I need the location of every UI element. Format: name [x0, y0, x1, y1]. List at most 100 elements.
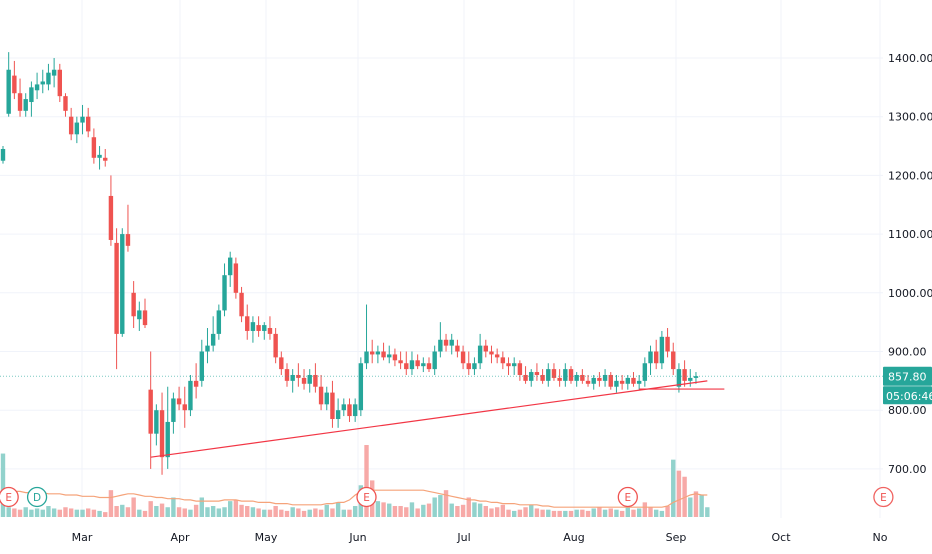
volume-bar	[546, 509, 551, 517]
candle	[574, 374, 579, 381]
volume-bar	[290, 507, 295, 517]
y-tick-label: 1200.00	[888, 169, 932, 182]
volume-bar	[443, 490, 449, 517]
candle	[256, 325, 261, 331]
volume-bar	[387, 503, 392, 517]
x-tick-label: Apr	[170, 531, 190, 544]
volume-bar	[506, 509, 511, 517]
volume-ma-line	[3, 489, 708, 508]
volume-bar	[267, 509, 273, 517]
volume-bar	[262, 509, 267, 517]
candle	[614, 380, 619, 387]
event-marker-label: D	[33, 492, 41, 504]
volume-bar	[426, 503, 432, 517]
volume-bar	[114, 506, 119, 517]
volume-bar	[551, 510, 557, 517]
x-tick-label: Jun	[348, 531, 366, 544]
candle	[608, 374, 613, 387]
candle	[239, 292, 244, 317]
dividend-marker-circle[interactable]	[26, 486, 48, 508]
volume-pane	[0, 445, 710, 517]
event-marker-label: E	[880, 492, 887, 504]
last-price-badge	[883, 366, 932, 386]
volume-bar	[619, 510, 625, 517]
candle	[387, 354, 392, 358]
candle	[313, 374, 318, 387]
volume-bar	[693, 491, 699, 517]
candles	[0, 52, 699, 475]
candle	[472, 363, 477, 370]
candle	[654, 351, 659, 364]
volume-bar	[574, 509, 579, 517]
volume-bar	[591, 508, 596, 517]
dividend-marker[interactable]: D	[26, 486, 48, 508]
volume-bar	[279, 509, 284, 517]
volume-bar	[165, 507, 170, 517]
volume-bar	[159, 503, 165, 517]
candle	[131, 292, 136, 317]
x-tick-label: Jul	[456, 531, 470, 544]
volume-bar	[148, 501, 153, 517]
candle	[284, 369, 290, 381]
volume-bar	[614, 509, 619, 517]
candle	[415, 360, 420, 367]
candle	[443, 339, 449, 346]
candle	[228, 257, 233, 276]
volume-bar	[40, 509, 45, 517]
candle	[108, 195, 114, 240]
countdown-badge	[883, 386, 932, 405]
volume-bar	[347, 509, 352, 517]
trendline[interactable]	[150, 380, 708, 458]
candle	[625, 377, 630, 384]
volume-bar	[335, 502, 341, 517]
volume-bar	[483, 506, 488, 517]
earnings-future-marker[interactable]: E	[873, 486, 894, 508]
earnings-future-marker-circle[interactable]	[873, 486, 894, 508]
candle	[517, 363, 523, 375]
candle	[23, 99, 28, 111]
volume-bar	[199, 497, 204, 517]
candle	[557, 377, 562, 381]
volume-bar	[239, 504, 244, 517]
volume-bar	[296, 508, 301, 517]
volume-bar	[432, 497, 437, 517]
candle	[171, 398, 176, 422]
volume-bar	[193, 504, 199, 517]
axes[interactable]: 700.00 800.00 900.00 1000.00 1100.00 1200.00 1…	[72, 52, 932, 544]
candle	[591, 377, 596, 384]
candle	[330, 392, 335, 420]
candle	[245, 316, 250, 331]
earnings-past-marker[interactable]: E	[356, 486, 377, 508]
candle	[182, 404, 187, 411]
candle	[335, 410, 341, 420]
earnings-past-marker-circle[interactable]	[356, 486, 377, 508]
earnings-past-marker-circle[interactable]	[0, 486, 19, 508]
volume-bar	[46, 506, 51, 517]
volume-bar	[12, 508, 17, 517]
volume-bar	[250, 507, 256, 517]
volume-bar	[17, 509, 23, 517]
earnings-past-marker[interactable]: E	[0, 486, 19, 508]
volume-bar	[182, 508, 187, 517]
earnings-past-marker-circle[interactable]	[617, 486, 638, 508]
volume-bar	[0, 453, 6, 517]
volume-bar	[91, 509, 97, 517]
volume-bar	[659, 510, 665, 517]
volume-bar	[381, 502, 386, 517]
volume-bar	[352, 506, 358, 517]
volume-bar	[585, 510, 591, 517]
volume-bar	[307, 509, 312, 517]
y-tick-label: 1000.00	[888, 287, 932, 300]
candle	[500, 357, 506, 364]
earnings-past-marker[interactable]: E	[617, 486, 638, 508]
candle	[51, 69, 57, 76]
candle	[137, 310, 142, 320]
drawings[interactable]	[0, 375, 883, 458]
candle	[273, 333, 278, 358]
volume-bar	[557, 510, 562, 517]
candle	[222, 275, 227, 311]
volume-bar	[466, 497, 471, 517]
